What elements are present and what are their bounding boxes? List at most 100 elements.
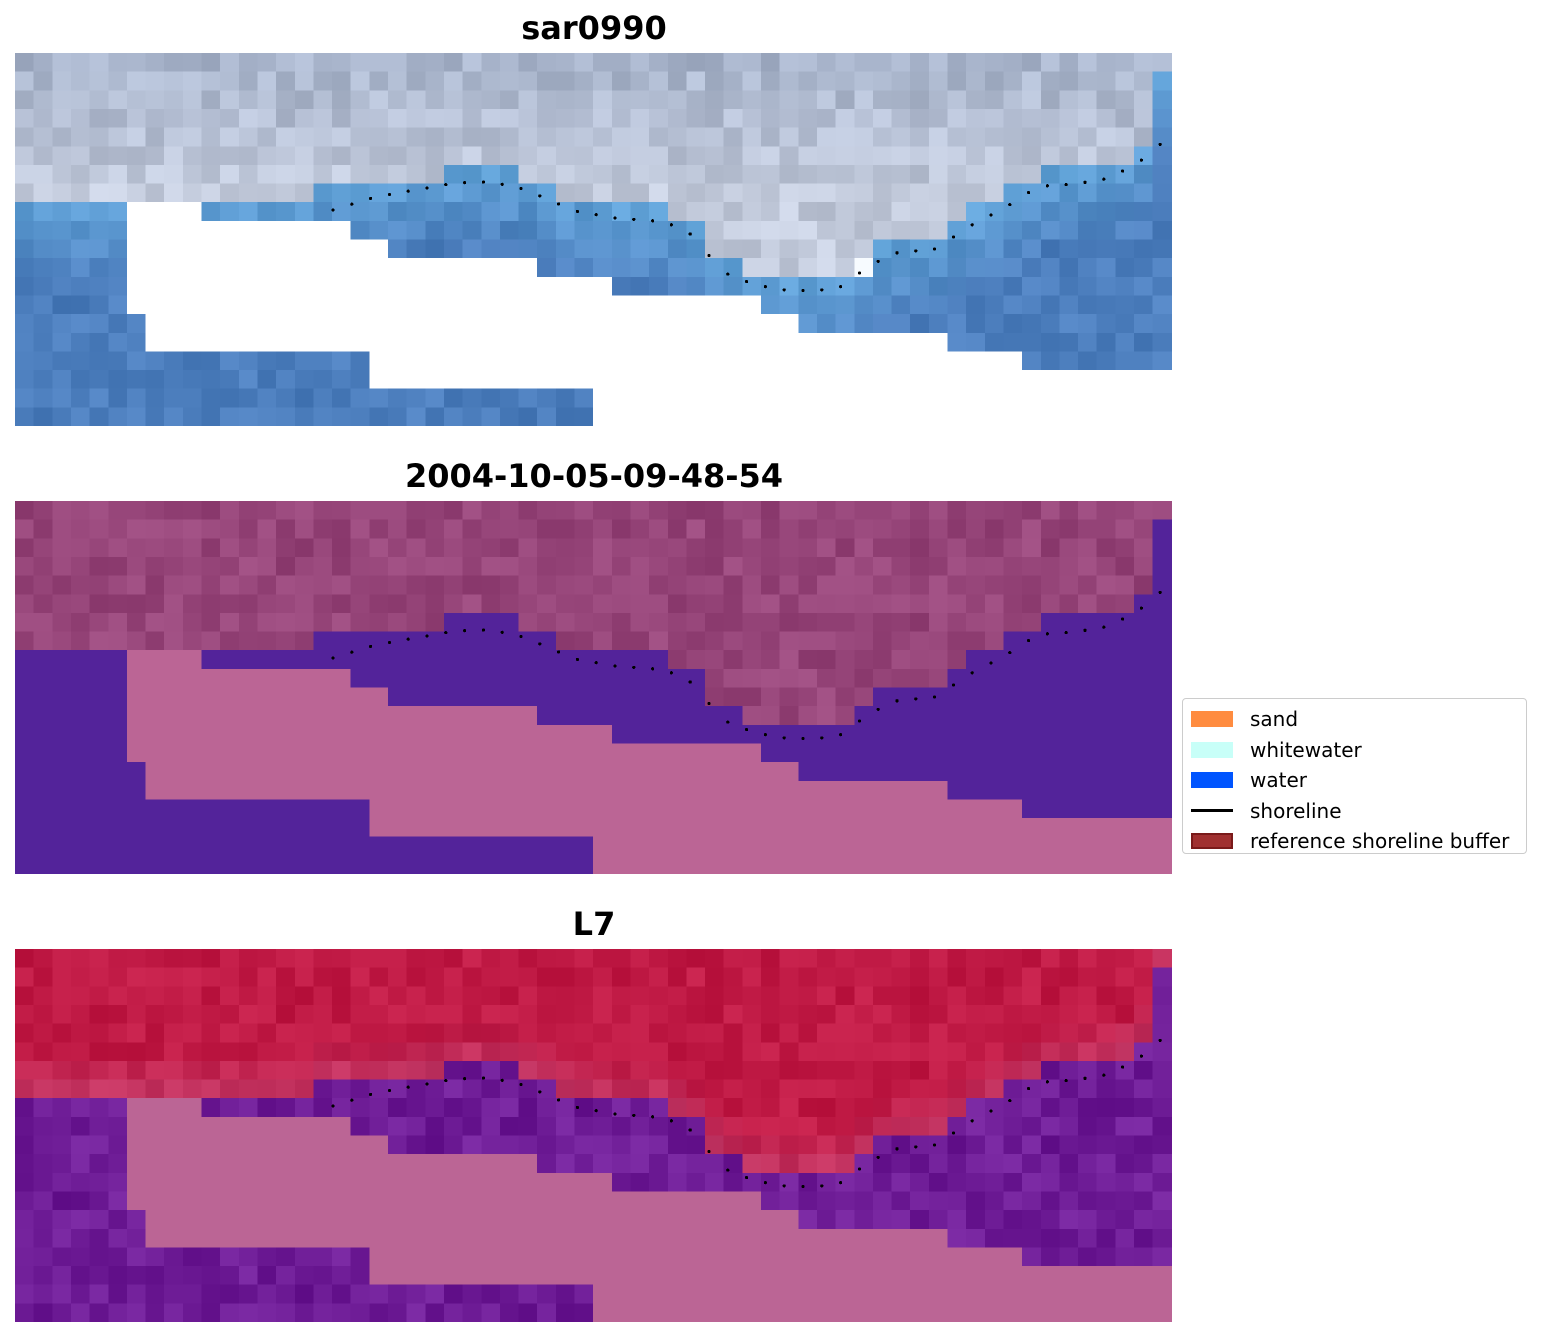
image-pixel — [145, 855, 165, 874]
image-pixel — [332, 594, 352, 614]
image-pixel — [164, 1284, 184, 1304]
image-pixel — [276, 780, 296, 800]
image-pixel — [52, 519, 72, 539]
image-pixel — [1134, 351, 1154, 371]
image-pixel — [1115, 1247, 1135, 1267]
image-pixel — [816, 1116, 837, 1137]
image-pixel — [276, 258, 296, 278]
image-pixel — [537, 612, 557, 633]
image-pixel — [201, 687, 221, 707]
image-pixel — [630, 1116, 650, 1137]
shoreline-dot — [519, 634, 523, 638]
image-pixel — [1040, 1004, 1060, 1025]
shoreline-dot — [688, 680, 692, 684]
image-pixel — [705, 332, 725, 352]
image-pixel — [574, 594, 594, 614]
image-pixel — [928, 724, 949, 745]
image-pixel — [126, 1172, 147, 1193]
image-pixel — [1078, 332, 1098, 352]
image-pixel — [388, 164, 408, 185]
image-pixel — [1059, 836, 1079, 856]
image-pixel — [761, 239, 781, 259]
image-pixel — [705, 202, 725, 222]
image-pixel — [462, 724, 482, 745]
image-pixel — [854, 388, 874, 408]
image-pixel — [518, 220, 538, 241]
image-pixel — [518, 556, 538, 577]
image-pixel — [425, 239, 445, 259]
image-pixel — [593, 146, 613, 166]
image-pixel — [369, 631, 389, 651]
image-pixel — [1096, 780, 1116, 800]
shoreline-dot — [707, 253, 711, 257]
image-pixel — [238, 1116, 259, 1137]
image-pixel — [1059, 258, 1079, 278]
image-pixel — [518, 370, 538, 390]
image-pixel — [723, 258, 743, 278]
image-pixel — [854, 295, 874, 315]
image-pixel — [966, 668, 986, 689]
image-pixel — [425, 949, 445, 969]
image-pixel — [52, 818, 72, 838]
image-pixel — [145, 1079, 165, 1099]
image-pixel — [89, 127, 109, 147]
image-pixel — [145, 762, 165, 782]
image-pixel — [1096, 1247, 1116, 1267]
image-pixel — [555, 594, 576, 614]
image-pixel — [816, 780, 837, 800]
image-pixel — [537, 724, 557, 745]
image-pixel — [89, 1004, 109, 1025]
shoreline-dot — [989, 661, 993, 665]
image-pixel — [872, 724, 893, 745]
image-pixel — [443, 706, 464, 726]
image-pixel — [182, 1266, 203, 1286]
image-pixel — [947, 519, 967, 539]
image-pixel — [33, 836, 53, 856]
image-pixel — [779, 1004, 799, 1025]
image-pixel — [742, 687, 762, 707]
image-pixel — [761, 631, 781, 651]
image-pixel — [406, 146, 426, 166]
image-pixel — [276, 575, 296, 595]
image-pixel — [742, 1004, 762, 1025]
image-pixel — [443, 743, 464, 763]
shoreline-dot — [1083, 180, 1087, 184]
image-pixel — [294, 1191, 314, 1211]
shoreline-dot — [481, 628, 485, 632]
image-pixel — [201, 127, 221, 147]
image-pixel — [872, 183, 893, 203]
image-pixel — [1134, 780, 1154, 800]
image-pixel — [276, 276, 296, 297]
image-pixel — [1078, 53, 1098, 73]
image-pixel — [928, 351, 949, 371]
image-pixel — [910, 407, 930, 426]
image-pixel — [518, 1284, 538, 1304]
image-pixel — [518, 1042, 538, 1062]
image-pixel — [761, 1116, 781, 1137]
image-pixel — [723, 1228, 743, 1248]
image-pixel — [108, 836, 128, 856]
image-pixel — [443, 1116, 464, 1137]
image-pixel — [276, 146, 296, 166]
image-pixel — [1134, 53, 1154, 73]
image-pixel — [313, 295, 333, 315]
image-pixel — [835, 556, 855, 577]
image-pixel — [1096, 538, 1116, 558]
image-pixel — [1152, 239, 1172, 259]
image-pixel — [630, 202, 650, 222]
image-pixel — [70, 538, 91, 558]
image-pixel — [742, 724, 762, 745]
image-pixel — [1040, 183, 1060, 203]
image-pixel — [984, 1042, 1005, 1062]
image-pixel — [798, 1172, 818, 1193]
image-pixel — [891, 1284, 911, 1304]
image-pixel — [1152, 1079, 1172, 1099]
image-pixel — [350, 556, 370, 577]
image-pixel — [33, 575, 53, 595]
image-pixel — [686, 276, 706, 297]
image-pixel — [1040, 90, 1060, 110]
image-pixel — [1115, 501, 1135, 521]
image-pixel — [126, 1060, 147, 1081]
image-pixel — [686, 855, 706, 874]
image-pixel — [108, 164, 128, 185]
